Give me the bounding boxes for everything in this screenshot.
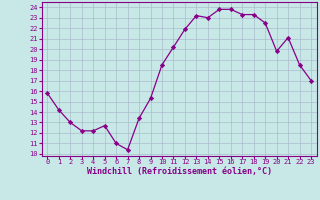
X-axis label: Windchill (Refroidissement éolien,°C): Windchill (Refroidissement éolien,°C) (87, 167, 272, 176)
